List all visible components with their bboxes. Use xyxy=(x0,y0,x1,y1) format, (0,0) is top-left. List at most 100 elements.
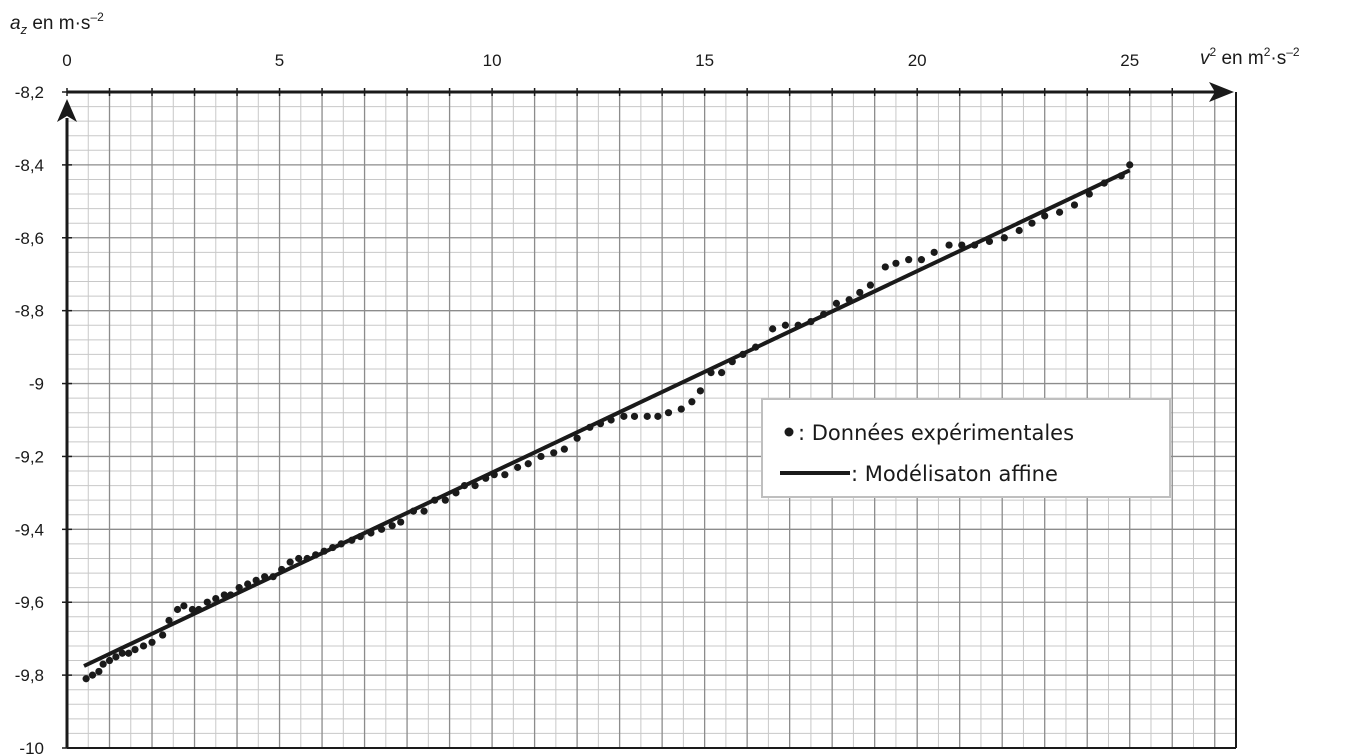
x-axis-title: v2 en m2·s–2 xyxy=(1200,45,1300,69)
y-tick-label: -9 xyxy=(29,375,44,394)
data-point xyxy=(718,369,726,377)
data-point xyxy=(781,321,790,329)
y-tick-label: -10 xyxy=(19,739,44,756)
data-point xyxy=(303,554,311,563)
data-point xyxy=(856,288,864,297)
x-axis-arrowhead xyxy=(1209,82,1234,102)
data-point xyxy=(286,558,294,566)
data-point xyxy=(985,237,994,246)
data-point xyxy=(377,525,386,533)
data-point xyxy=(917,256,926,264)
data-point xyxy=(654,412,662,420)
data-point xyxy=(1100,179,1108,187)
data-point xyxy=(643,412,651,420)
x-axis-title-unit-sup1: 2 xyxy=(1264,45,1271,59)
data-point xyxy=(832,299,841,307)
x-axis-title-unit-sup2: –2 xyxy=(1286,45,1300,59)
data-point xyxy=(707,369,715,377)
data-point xyxy=(573,434,581,442)
major-gridlines xyxy=(67,92,1236,748)
data-point xyxy=(769,325,777,333)
data-point xyxy=(139,642,148,650)
data-point xyxy=(596,420,605,428)
data-point xyxy=(560,445,568,453)
data-point xyxy=(1041,212,1049,220)
data-point xyxy=(431,496,439,504)
y-tick-label: -8,8 xyxy=(15,302,44,321)
data-point xyxy=(471,482,479,490)
data-point xyxy=(348,536,356,544)
data-point xyxy=(252,576,260,584)
legend-label-data: : Données expérimentales xyxy=(798,421,1074,445)
data-point xyxy=(227,591,235,599)
data-point xyxy=(845,296,853,304)
data-point xyxy=(165,616,173,625)
data-point xyxy=(441,496,449,504)
data-point xyxy=(1028,219,1036,227)
y-tick-label: -9,2 xyxy=(15,447,44,466)
x-tick-label: 10 xyxy=(483,51,502,70)
data-point xyxy=(752,343,760,351)
data-point xyxy=(312,551,320,559)
data-point xyxy=(1070,201,1079,209)
data-point xyxy=(452,489,460,497)
legend-box xyxy=(761,398,1171,498)
experimental-points-series xyxy=(82,161,1134,683)
y-tick-label: -8,4 xyxy=(15,156,44,175)
data-point xyxy=(677,405,685,413)
data-point xyxy=(866,281,875,289)
data-point xyxy=(1085,190,1093,198)
data-point xyxy=(269,573,277,581)
legend-marker-point xyxy=(784,427,794,437)
data-point xyxy=(180,602,188,610)
data-point xyxy=(195,605,203,614)
data-point xyxy=(261,573,269,581)
data-point xyxy=(482,474,490,482)
data-point xyxy=(664,409,673,417)
y-tick-labels: -8,2 -8,4 -8,6 -8,8 -9 -9,2 -9,4 -9,6 -9,8 -10 xyxy=(15,83,44,756)
y-axis-title-unit-sup: –2 xyxy=(90,10,104,24)
x-tick-label: 5 xyxy=(275,51,284,70)
data-point xyxy=(82,675,90,683)
x-axis-title-unit: en m xyxy=(1216,48,1264,69)
data-point xyxy=(244,580,252,588)
y-axis-title-unit: en m·s xyxy=(27,13,90,34)
data-point xyxy=(295,554,303,563)
data-point xyxy=(397,518,405,526)
data-point xyxy=(501,471,509,479)
data-point xyxy=(1000,234,1008,242)
data-point xyxy=(367,529,375,537)
y-axis-title-sub: z xyxy=(20,22,28,37)
data-point xyxy=(173,605,182,614)
data-point xyxy=(550,449,558,457)
data-point xyxy=(320,547,328,555)
x-tick-label: 15 xyxy=(695,51,714,70)
data-point xyxy=(1015,226,1023,235)
x-tick-label: 20 xyxy=(908,51,927,70)
y-tick-label: -9,4 xyxy=(15,520,44,539)
y-axis-title: az en m·s–2 xyxy=(10,10,104,37)
data-point xyxy=(220,591,228,599)
data-point xyxy=(607,416,615,424)
data-point xyxy=(728,358,736,366)
data-point xyxy=(958,241,966,249)
data-point xyxy=(95,667,103,676)
data-point xyxy=(513,463,522,471)
data-point xyxy=(118,649,126,657)
data-point xyxy=(420,507,428,515)
model-line-series xyxy=(83,168,1131,668)
data-point xyxy=(409,507,418,515)
data-point xyxy=(630,412,639,420)
data-point xyxy=(1055,208,1064,216)
data-point xyxy=(1126,161,1134,169)
y-tick-label: -9,6 xyxy=(15,593,44,612)
data-point xyxy=(537,452,545,461)
data-point xyxy=(696,387,704,395)
data-point xyxy=(235,584,243,592)
legend: : Données expérimentales : Modélisaton a… xyxy=(761,398,1171,498)
data-point xyxy=(112,653,120,661)
data-point xyxy=(892,259,900,267)
x-axis-title-unit-mid: ·s xyxy=(1270,48,1286,69)
data-point xyxy=(460,482,469,490)
model-line xyxy=(83,168,1131,668)
